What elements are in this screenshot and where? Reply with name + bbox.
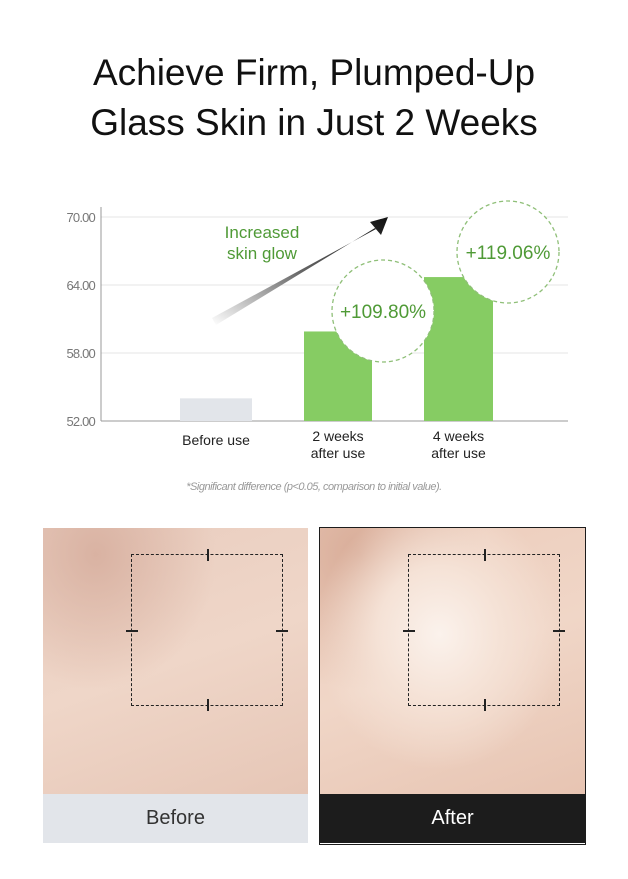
after-photo (320, 528, 585, 794)
focus-frame (403, 549, 565, 711)
annotation-circle (331, 259, 435, 363)
title-line-1: Achieve Firm, Plumped-Up (92, 52, 536, 93)
x-tick-label: 2 weeks (312, 428, 363, 444)
frame-tick (484, 699, 486, 711)
title-line-2: Glass Skin in Just 2 Weeks (90, 102, 538, 143)
trend-arrow (212, 217, 388, 325)
after-label: After (320, 794, 585, 843)
y-tick-label: 70.00 (66, 210, 95, 225)
x-tick-label: after use (431, 445, 486, 461)
bar-0 (180, 398, 252, 421)
x-tick-label: Before use (182, 432, 250, 448)
focus-frame (126, 549, 288, 711)
footnote: *Significant difference (p<0.05, compari… (186, 481, 442, 493)
y-tick-label: 52.00 (66, 414, 95, 429)
frame-tick (553, 630, 565, 632)
annotation-label: +119.06% (466, 243, 551, 264)
y-tick-label: 64.00 (66, 278, 95, 293)
before-label: Before (43, 794, 308, 843)
arrow-label: Increased (225, 223, 300, 242)
annotation-circle (456, 200, 560, 304)
before-photo (43, 528, 308, 794)
arrow-label: skin glow (227, 244, 298, 263)
bar-2 (424, 277, 493, 421)
page-title: Achieve Firm, Plumped-Up Glass Skin in J… (0, 48, 628, 148)
frame-tick (207, 549, 209, 561)
frame-tick (403, 630, 415, 632)
y-tick-label: 58.00 (66, 346, 95, 361)
x-tick-label: 4 weeks (433, 428, 484, 444)
frame-tick (484, 549, 486, 561)
frame-tick (126, 630, 138, 632)
frame-tick (207, 699, 209, 711)
x-tick-label: after use (311, 445, 366, 461)
after-border (319, 527, 586, 845)
annotation-label: +109.80% (340, 302, 426, 323)
frame-tick (276, 630, 288, 632)
